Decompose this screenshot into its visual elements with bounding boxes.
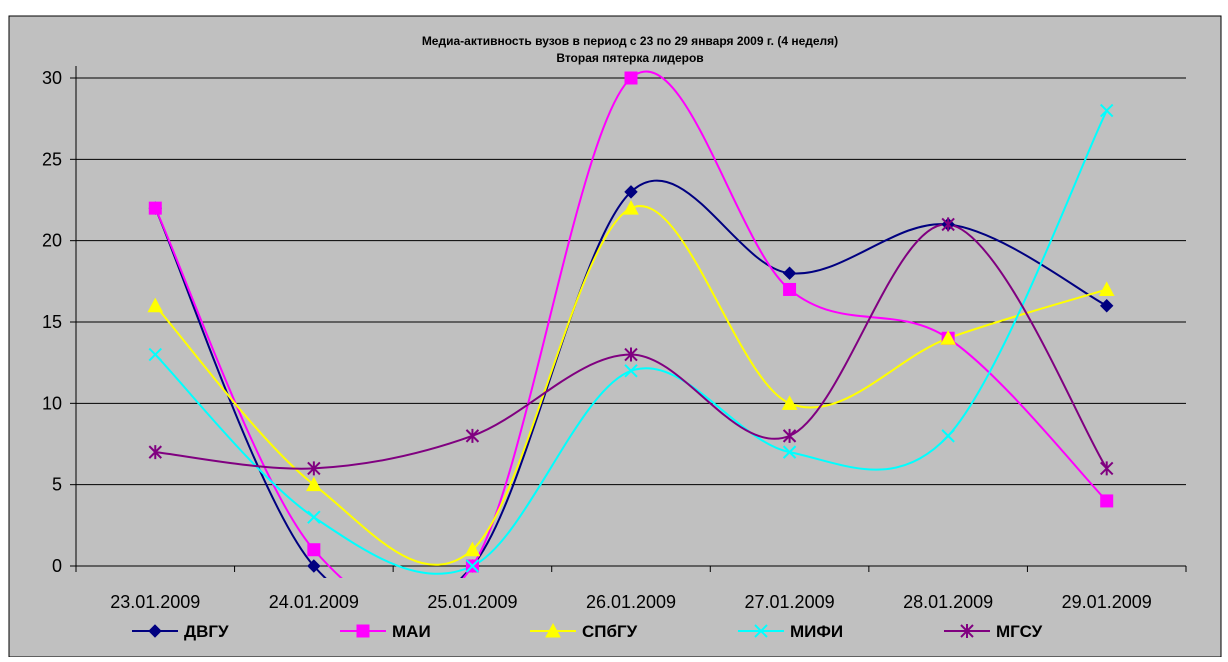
data-point (782, 266, 797, 280)
data-point (306, 476, 322, 492)
data-point (941, 429, 955, 443)
legend-marker (356, 624, 370, 638)
data-point (307, 559, 321, 573)
data-point (781, 395, 798, 410)
data-point (624, 364, 638, 378)
x-tick-label: 28.01.2009 (903, 592, 993, 612)
data-point (465, 559, 480, 573)
series-markers (147, 71, 1115, 573)
series-line (154, 70, 1108, 578)
data-point (624, 347, 638, 362)
y-tick-label: 25 (42, 149, 62, 169)
x-tick-labels: 23.01.2009 24.01.2009 25.01.2009 26.01.2009… (110, 592, 1152, 612)
legend-label: СПбГУ (582, 622, 638, 641)
data-point (1100, 494, 1114, 508)
legend-marker (148, 624, 162, 638)
y-tick-label: 5 (52, 475, 62, 495)
data-point (940, 330, 956, 345)
legend-label: МГСУ (996, 622, 1043, 641)
data-point (782, 445, 797, 459)
chart-subtitle: Вторая пятерка лидеров (556, 51, 703, 65)
x-tick-label: 29.01.2009 (1062, 592, 1152, 612)
data-point (1100, 103, 1114, 118)
data-point (1100, 299, 1114, 313)
data-point (465, 428, 480, 443)
series-line (154, 179, 1108, 578)
legend: ДВГУ МАИ СПбГУ МИФИ МГСУ (132, 622, 1043, 641)
y-tick-label: 30 (42, 68, 62, 88)
y-tick-label: 0 (52, 556, 62, 576)
x-tick-label: 24.01.2009 (269, 592, 359, 612)
data-point (148, 347, 162, 362)
data-point (782, 428, 797, 443)
y-tick-label: 15 (42, 312, 62, 332)
data-point (1100, 461, 1114, 476)
axes (70, 66, 1187, 572)
data-point (941, 217, 955, 232)
legend-label: ДВГУ (184, 622, 229, 641)
data-point (307, 543, 321, 557)
data-point (1098, 281, 1115, 296)
legend-label: МАИ (392, 622, 431, 641)
data-point (307, 461, 321, 476)
data-point (148, 201, 162, 215)
data-point (624, 71, 638, 85)
x-tick-label: 23.01.2009 (110, 592, 200, 612)
y-tick-label: 20 (42, 231, 62, 251)
x-tick-label: 25.01.2009 (427, 592, 517, 612)
data-point (307, 510, 321, 524)
data-point (464, 541, 481, 557)
legend-marker (545, 622, 561, 638)
x-tick-label: 27.01.2009 (745, 592, 835, 612)
x-tick-label: 26.01.2009 (586, 592, 676, 612)
legend-marker (754, 624, 768, 638)
data-point (148, 445, 162, 460)
data-point (147, 297, 164, 313)
y-tick-labels: 0 5 10 15 20 25 30 (42, 68, 62, 576)
chart-background (8, 15, 1222, 658)
data-point (624, 185, 638, 199)
chart-title: Медиа-активность вузов в период с 23 по … (422, 34, 838, 48)
y-tick-label: 10 (42, 393, 62, 413)
legend-marker (960, 624, 974, 638)
data-point (783, 282, 797, 296)
series-line (155, 223, 1108, 470)
data-point (623, 200, 639, 215)
legend-label: МИФИ (790, 622, 843, 641)
